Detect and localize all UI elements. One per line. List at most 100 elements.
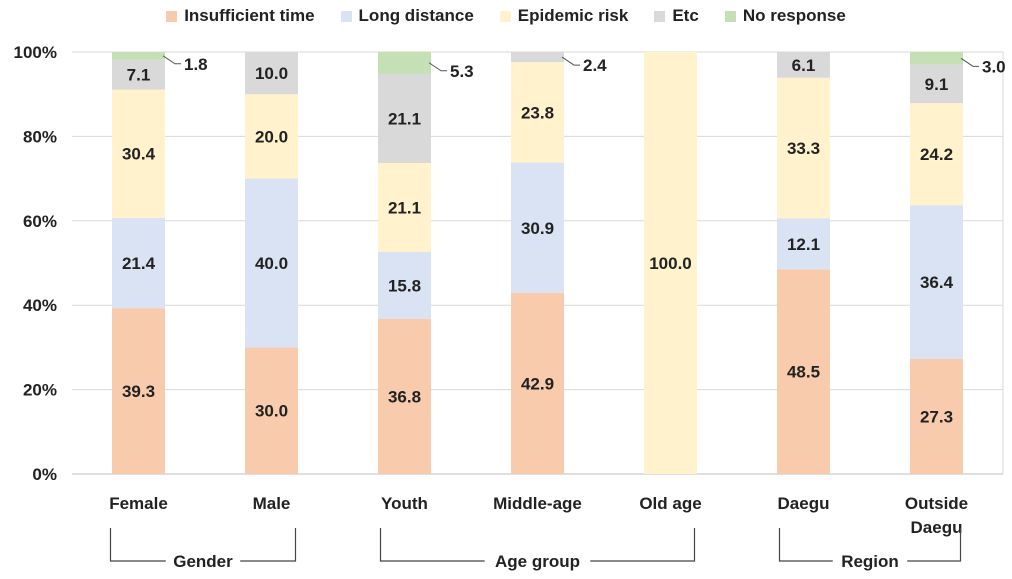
- legend-item-etc: Etc: [654, 6, 699, 26]
- data-label: 48.5: [787, 363, 820, 382]
- x-tick-label: Female: [109, 494, 168, 513]
- leader-line: [162, 55, 181, 65]
- bar-insufficient-time: [777, 269, 830, 474]
- x-tick-label: Daegu: [778, 494, 830, 513]
- data-label: 40.0: [255, 254, 288, 273]
- x-tick-label: Youth: [381, 494, 428, 513]
- group-label: Gender: [173, 552, 233, 571]
- data-label: 10.0: [255, 64, 288, 83]
- bar-epidemic-risk: [777, 77, 830, 219]
- legend-swatch: [166, 10, 178, 22]
- bar-long-distance: [378, 252, 431, 319]
- group-bracket: [590, 528, 696, 562]
- bar-etc: [511, 52, 564, 63]
- legend-item-long-distance: Long distance: [340, 6, 474, 26]
- bar-epidemic-risk: [910, 103, 963, 206]
- bar-insufficient-time: [378, 318, 431, 474]
- data-label: 7.1: [127, 66, 151, 85]
- bar-insufficient-time: [511, 292, 564, 474]
- group-label: Age group: [495, 552, 580, 571]
- bar-no-response: [378, 51, 431, 74]
- bar-long-distance: [511, 162, 564, 293]
- legend-label: Etc: [672, 6, 699, 25]
- data-label-outside: 2.4: [583, 56, 607, 75]
- bar-etc: [910, 64, 963, 104]
- legend-swatch: [340, 10, 352, 22]
- data-label: 100.0: [649, 254, 692, 273]
- legend-swatch: [654, 10, 666, 22]
- bar-insufficient-time: [245, 347, 298, 474]
- legend-label: Insufficient time: [184, 6, 315, 25]
- x-tick-label: Old age: [639, 494, 701, 513]
- bar-etc: [112, 59, 165, 90]
- legend-label: No response: [742, 6, 846, 25]
- legend-item-no-response: No response: [724, 6, 846, 26]
- y-tick-label: 80%: [23, 127, 57, 146]
- data-label-outside: 1.8: [184, 55, 208, 74]
- data-label: 21.1: [388, 109, 421, 128]
- bar-epidemic-risk: [378, 162, 431, 253]
- bar-no-response: [112, 52, 165, 60]
- data-label: 39.3: [122, 382, 155, 401]
- group-bracket: [379, 528, 485, 562]
- data-label-outside: 5.3: [450, 62, 474, 81]
- leader-line: [428, 62, 447, 72]
- data-label: 20.0: [255, 127, 288, 146]
- legend-swatch: [724, 10, 736, 22]
- data-label: 30.9: [521, 219, 554, 238]
- bar-epidemic-risk: [511, 62, 564, 163]
- legend-label: Epidemic risk: [517, 6, 629, 25]
- y-tick-label: 60%: [23, 212, 57, 231]
- x-tick-label: Male: [253, 494, 291, 513]
- group-bracket: [778, 528, 833, 562]
- data-label: 30.4: [122, 145, 156, 164]
- y-tick-label: 40%: [23, 296, 57, 315]
- group-bracket: [109, 528, 166, 562]
- data-label: 21.4: [122, 254, 156, 273]
- y-tick-label: 20%: [23, 381, 57, 400]
- bar-long-distance: [910, 205, 963, 359]
- data-label: 42.9: [521, 374, 554, 393]
- legend-label: Long distance: [358, 6, 474, 25]
- data-label: 24.2: [920, 145, 953, 164]
- y-tick-label: 100%: [14, 43, 57, 62]
- leader-line: [960, 57, 979, 67]
- data-label: 21.1: [388, 199, 421, 218]
- bar-insufficient-time: [112, 308, 165, 474]
- data-label: 36.8: [388, 387, 421, 406]
- bar-etc: [777, 52, 830, 78]
- data-label: 15.8: [388, 276, 421, 295]
- bar-long-distance: [777, 218, 830, 270]
- legend-item-epidemic-risk: Epidemic risk: [499, 6, 629, 26]
- group-label: Region: [841, 552, 899, 571]
- data-label: 33.3: [787, 139, 820, 158]
- bar-no-response: [910, 52, 963, 65]
- leader-line: [561, 56, 580, 66]
- bar-insufficient-time: [910, 358, 963, 474]
- bar-epidemic-risk: [245, 94, 298, 179]
- data-label: 36.4: [920, 273, 954, 292]
- legend-swatch: [499, 10, 511, 22]
- data-label: 27.3: [920, 407, 953, 426]
- bar-epidemic-risk: [112, 89, 165, 218]
- x-tick-label: Middle-age: [493, 494, 582, 513]
- x-tick-label: Daegu: [911, 518, 963, 537]
- legend-item-insufficient-time: Insufficient time: [166, 6, 315, 26]
- legend: Insufficient time Long distance Epidemic r…: [0, 4, 1012, 28]
- data-label: 12.1: [787, 235, 820, 254]
- data-label: 9.1: [925, 75, 949, 94]
- bar-etc: [245, 52, 298, 95]
- y-tick-label: 0%: [32, 465, 57, 484]
- data-label: 30.0: [255, 402, 288, 421]
- bar-epidemic-risk: [644, 52, 697, 474]
- bar-long-distance: [245, 178, 298, 348]
- data-label-outside: 3.0: [982, 57, 1006, 76]
- data-label: 6.1: [792, 56, 816, 75]
- group-bracket: [240, 528, 297, 562]
- bar-long-distance: [112, 217, 165, 309]
- x-tick-label: Outside: [905, 494, 968, 513]
- data-label: 23.8: [521, 103, 554, 122]
- bar-etc: [378, 73, 431, 163]
- group-bracket: [907, 528, 962, 562]
